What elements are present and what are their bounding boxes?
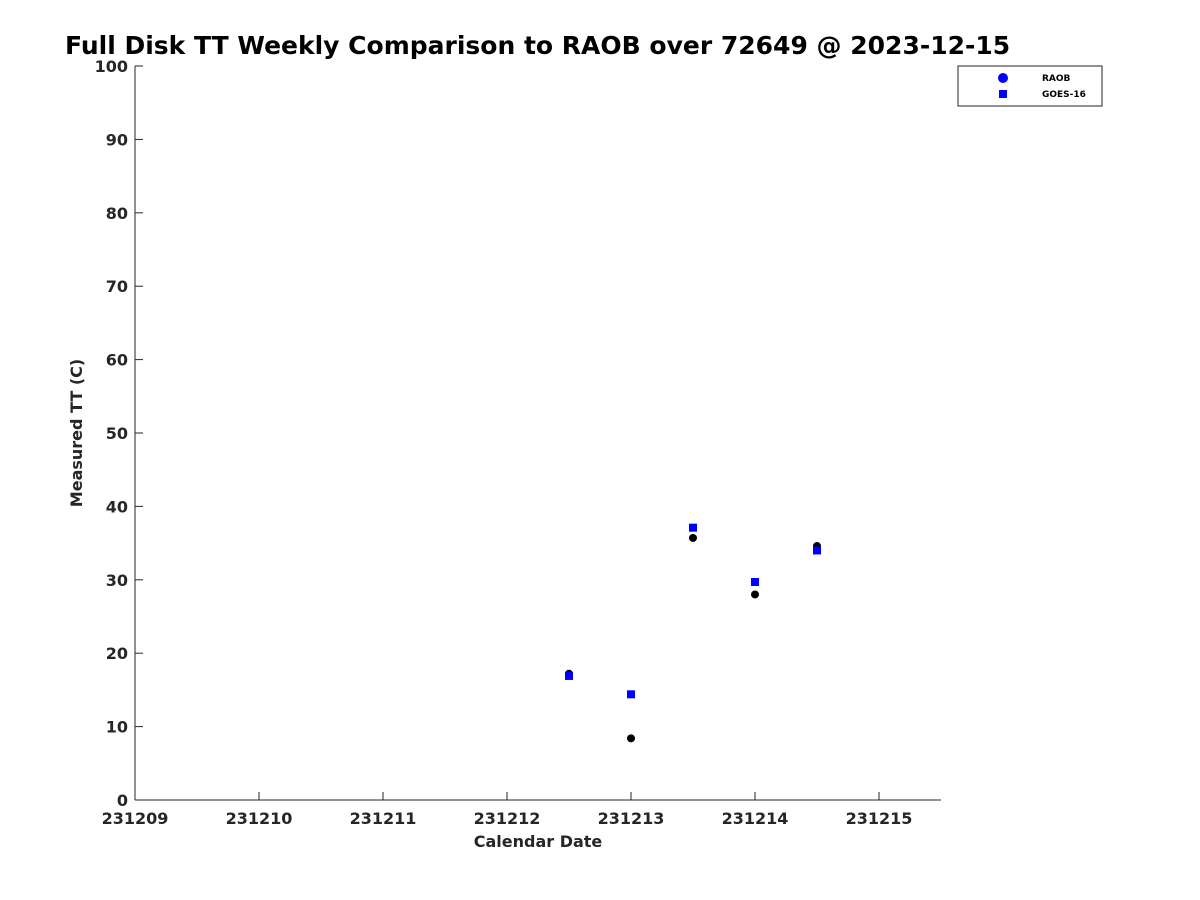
x-tick-label: 231210 [226, 809, 293, 828]
legend: RAOB GOES-16 [957, 65, 1103, 107]
y-tick-label: 80 [106, 204, 128, 223]
legend-marker-goes-16 [999, 90, 1007, 98]
raob-point [689, 533, 697, 542]
y-tick-label: 20 [106, 644, 128, 663]
legend-box [957, 65, 1103, 107]
y-tick-label: 0 [117, 791, 128, 810]
legend-label: GOES-16 [1042, 90, 1086, 100]
y-tick-label: 100 [95, 57, 128, 76]
goes-16-point [813, 546, 821, 555]
legend-marker-raob [998, 73, 1008, 83]
y-tick-label: 60 [106, 351, 128, 370]
y-tick-label: 30 [106, 571, 128, 590]
y-tick-label: 10 [106, 718, 128, 737]
x-tick-label: 231214 [722, 809, 789, 828]
x-tick-label: 231212 [474, 809, 541, 828]
x-axis-label: Calendar Date [474, 832, 603, 851]
x-tick-label: 231213 [598, 809, 665, 828]
y-axis-ticks: 0 10 20 30 40 50 60 70 80 90 100 [95, 57, 143, 810]
legend-label: RAOB [1042, 74, 1071, 84]
x-tick-label: 231215 [846, 809, 913, 828]
x-tick-label: 231209 [102, 809, 169, 828]
y-tick-label: 70 [106, 277, 128, 296]
chart-title: Full Disk TT Weekly Comparison to RAOB o… [65, 31, 1010, 60]
x-tick-label: 231211 [350, 809, 417, 828]
data-points [565, 523, 821, 743]
raob-point [627, 734, 635, 743]
goes-16-point [565, 671, 573, 680]
y-axis-label: Measured TT (C) [67, 359, 86, 507]
x-axis-ticks: 231209 231210 231211 231212 231213 231214 2312… [102, 792, 913, 828]
goes-16-point [689, 523, 697, 532]
axes [134, 66, 941, 801]
goes-16-point [751, 578, 759, 587]
y-tick-label: 40 [106, 497, 128, 516]
y-tick-label: 90 [106, 130, 128, 149]
raob-point [751, 590, 759, 599]
y-tick-label: 50 [106, 424, 128, 443]
goes-16-point [627, 690, 635, 699]
